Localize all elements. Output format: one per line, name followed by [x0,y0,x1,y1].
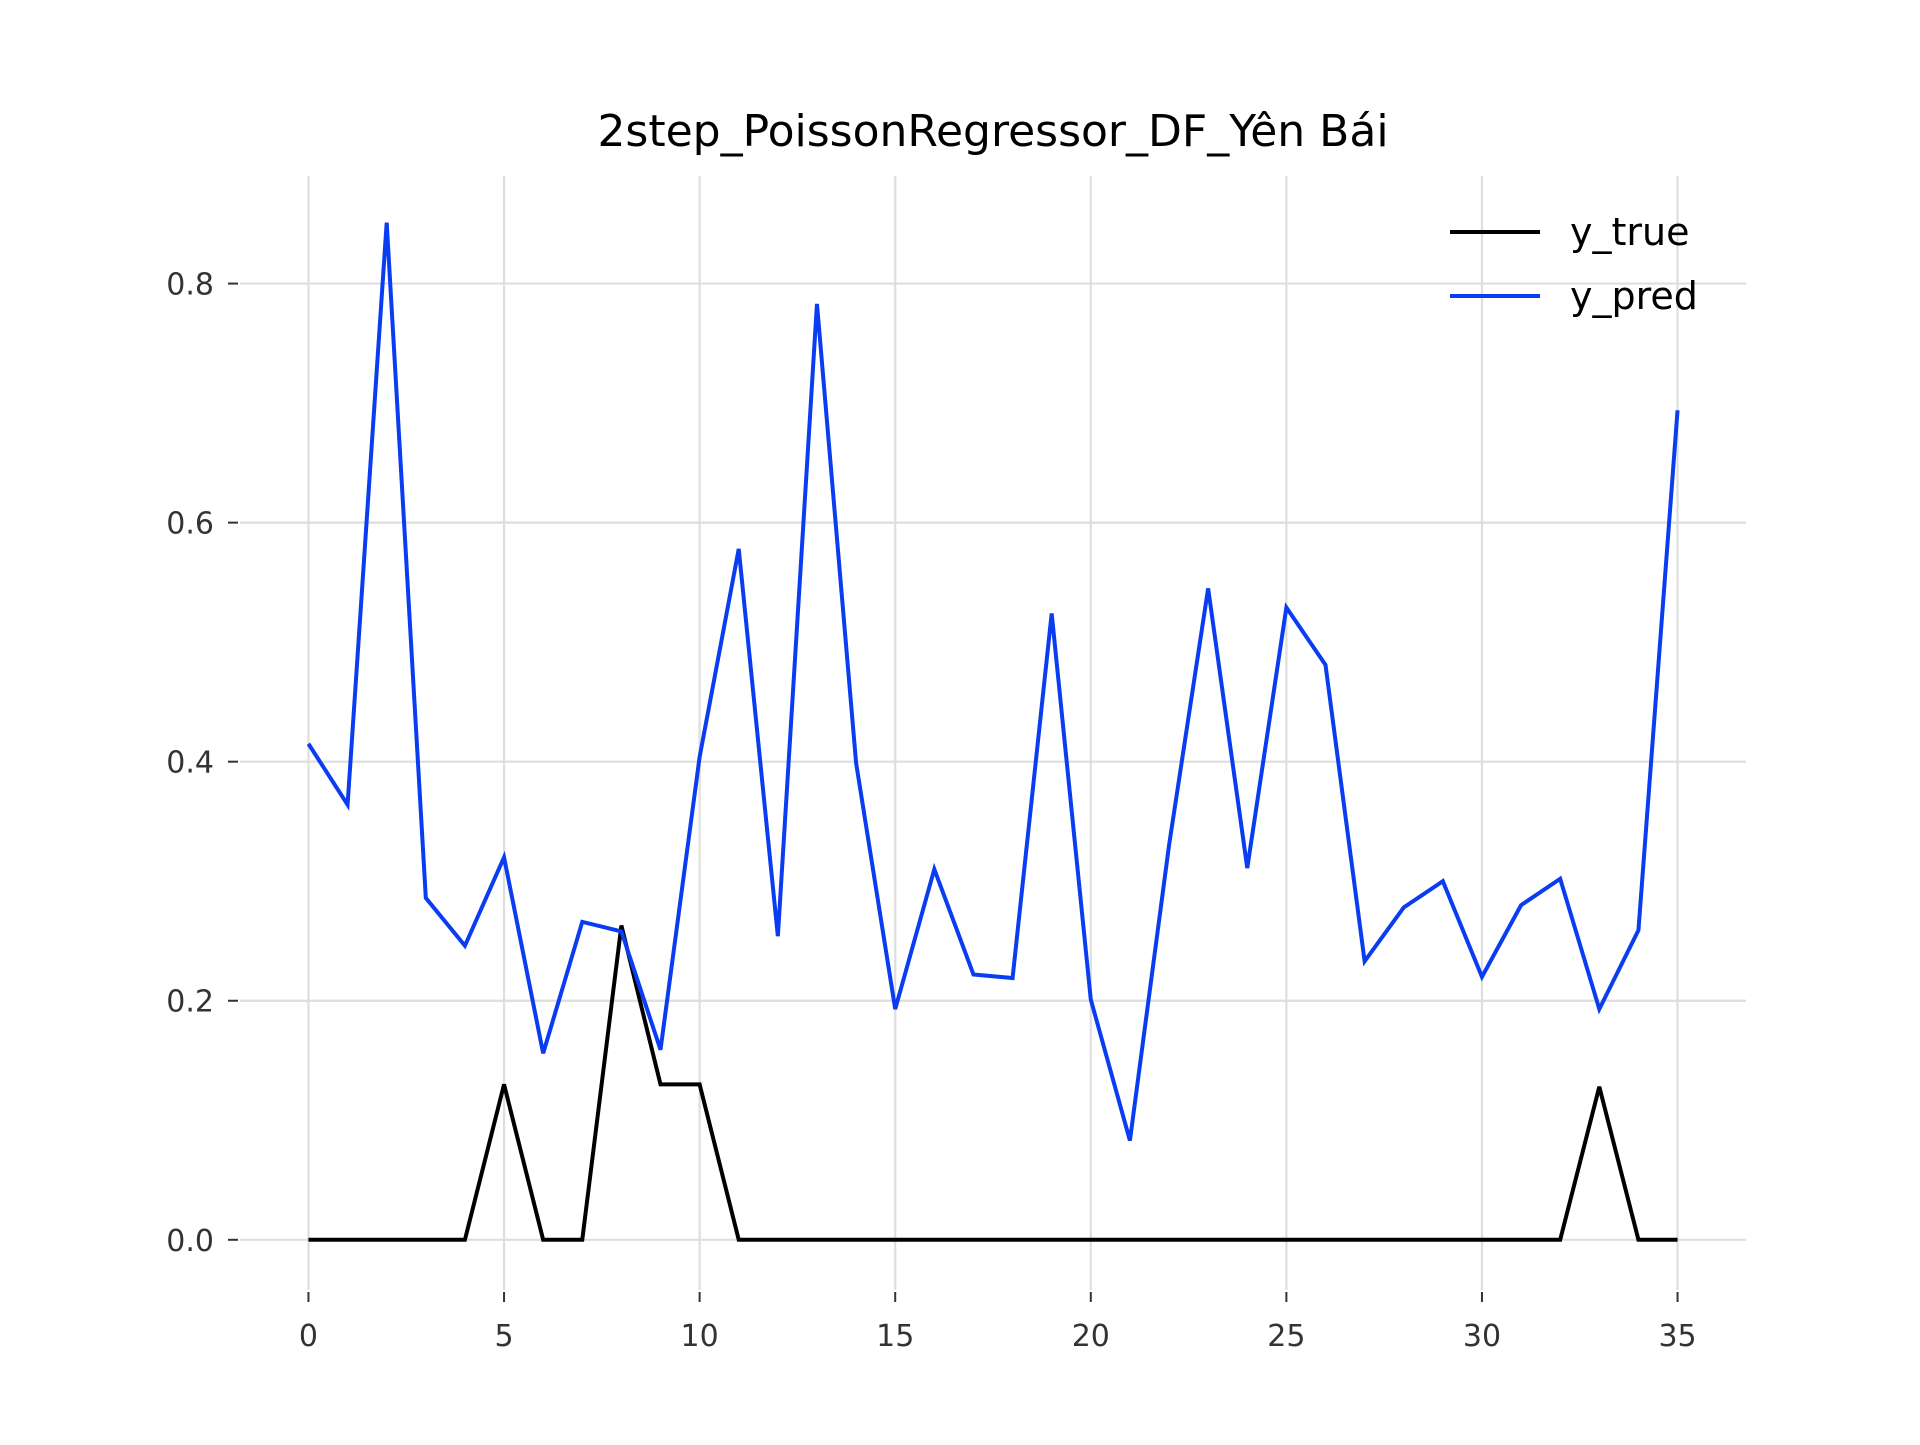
series-line-y_true [308,924,1678,1242]
y-tick-label: 0.2 [166,985,214,1020]
y-tick-label: 0.8 [166,268,214,303]
legend-label-y_pred: y_pred [1570,274,1698,318]
series-line-y_pred [306,222,1680,1142]
series-y_true [308,924,1678,1242]
chart-title: 2step_PoissonRegressor_DF_Yên Bái [597,106,1388,157]
x-tick-label: 25 [1267,1319,1305,1354]
y-tick-label: 0.4 [166,746,214,781]
x-tick-label: 10 [681,1319,719,1354]
x-tick-label: 5 [494,1319,513,1354]
grid-lines [240,176,1746,1290]
x-tick-label: 0 [299,1319,318,1354]
axes: 0 5 10 15 20 25 30 35 0.0 0.2 0.4 0.6 0.8 [166,268,1696,1354]
y-tick-label: 0.0 [166,1224,214,1259]
x-tick-label: 20 [1072,1319,1110,1354]
x-tick-label: 35 [1658,1319,1696,1354]
series-y_pred [306,222,1680,1142]
y-tick-label: 0.6 [166,507,214,542]
series-lines [306,222,1680,1242]
x-tick-label: 30 [1463,1319,1501,1354]
legend: y_true y_pred [1450,210,1698,318]
x-tick-label: 15 [876,1319,914,1354]
legend-label-y_true: y_true [1570,210,1689,254]
